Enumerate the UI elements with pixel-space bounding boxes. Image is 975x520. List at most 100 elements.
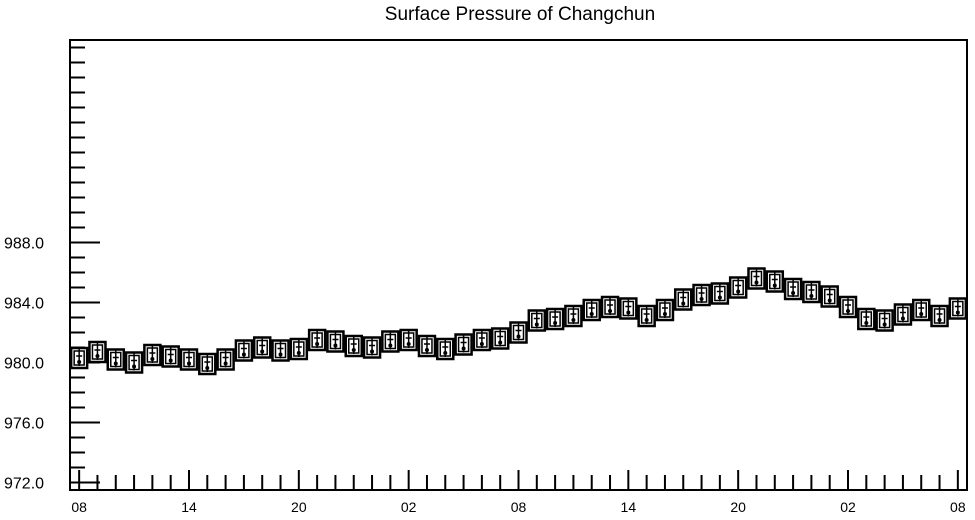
data-point	[728, 276, 748, 299]
point-dot	[278, 352, 283, 357]
point-dot	[260, 349, 265, 354]
data-point	[564, 304, 583, 328]
point-dot	[608, 309, 613, 313]
point-dot	[717, 295, 722, 300]
data-point	[600, 295, 620, 319]
data-point	[454, 333, 473, 356]
point-dot	[589, 312, 594, 316]
plot-frame	[69, 39, 968, 491]
y-tick-label: 980.0	[4, 356, 44, 373]
point-dot	[516, 334, 521, 339]
x-tick-label: 08	[950, 499, 966, 515]
point-dot	[205, 366, 210, 370]
data-point	[509, 321, 528, 344]
point-dot	[95, 354, 100, 358]
data-point	[765, 270, 785, 293]
y-tick-label: 972.0	[4, 476, 44, 493]
data-point	[875, 309, 894, 332]
y-tick-label: 988.0	[4, 236, 44, 253]
data-point	[271, 339, 290, 362]
x-tick-label: 14	[621, 499, 637, 515]
data-point	[472, 328, 492, 352]
point-dot	[644, 318, 649, 322]
point-dot	[772, 283, 777, 288]
data-point	[289, 337, 309, 361]
point-dot	[296, 351, 301, 355]
point-dot	[846, 309, 851, 313]
y-tick-label: 984.0	[4, 296, 44, 313]
data-point	[88, 340, 107, 364]
point-dot	[900, 316, 905, 321]
data-point	[143, 343, 162, 367]
point-dot	[955, 310, 960, 315]
data-point	[69, 346, 89, 370]
x-tick-label: 08	[71, 499, 87, 515]
point-dot	[186, 361, 191, 366]
point-dot	[424, 348, 429, 352]
point-dot	[461, 346, 466, 351]
data-point	[545, 307, 565, 331]
point-dot	[626, 310, 631, 315]
data-point	[893, 303, 913, 326]
point-dot	[479, 342, 484, 346]
data-point	[710, 282, 730, 305]
data-point	[326, 330, 345, 353]
data-point	[820, 285, 839, 308]
data-point	[527, 309, 547, 332]
chart-title: Surface Pressure of Changchun	[384, 4, 656, 25]
data-point	[948, 297, 968, 320]
x-tick-label: 20	[291, 499, 307, 515]
data-point	[124, 351, 144, 374]
data-point	[198, 352, 217, 376]
point-dot	[864, 321, 869, 325]
point-dot	[882, 322, 887, 327]
point-dot	[113, 361, 118, 366]
data-point	[619, 297, 638, 320]
point-dot	[754, 280, 759, 285]
data-point	[399, 328, 418, 352]
point-dot	[241, 352, 246, 357]
data-point	[179, 348, 199, 371]
data-point	[362, 336, 382, 359]
x-axis: 08 14 20 02 08 14 20 02 08	[71, 470, 966, 515]
point-dot	[736, 289, 741, 294]
data-point	[307, 328, 327, 352]
point-dot	[699, 297, 704, 301]
point-dot	[388, 343, 393, 348]
data-marks	[69, 267, 968, 376]
point-dot	[662, 312, 667, 316]
point-dot	[553, 321, 558, 325]
data-point	[161, 345, 180, 368]
data-point	[783, 277, 803, 301]
point-dot	[443, 351, 448, 355]
y-axis: 972.0 976.0 980.0 984.0 988.0	[4, 46, 100, 493]
data-point	[838, 295, 858, 319]
point-dot	[809, 294, 814, 298]
y-tick-label: 976.0	[4, 416, 44, 433]
x-tick-label: 08	[511, 499, 527, 515]
x-tick-label: 20	[730, 499, 746, 515]
data-point	[674, 288, 693, 311]
point-dot	[77, 360, 82, 364]
data-point	[911, 298, 931, 322]
data-point	[637, 304, 656, 328]
x-tick-label: 14	[181, 499, 197, 515]
x-tick-label: 02	[401, 499, 417, 515]
point-dot	[168, 358, 173, 363]
data-point	[802, 280, 821, 304]
data-point	[930, 304, 949, 328]
data-point	[216, 348, 235, 371]
data-point	[436, 337, 455, 361]
data-point	[106, 348, 126, 371]
point-dot	[534, 322, 539, 327]
point-dot	[681, 301, 686, 306]
point-dot	[150, 357, 155, 361]
point-dot	[827, 298, 832, 303]
data-point	[582, 298, 601, 322]
point-dot	[498, 340, 503, 345]
point-dot	[223, 361, 228, 366]
point-dot	[370, 349, 375, 354]
data-point	[655, 298, 675, 322]
point-dot	[937, 318, 942, 322]
